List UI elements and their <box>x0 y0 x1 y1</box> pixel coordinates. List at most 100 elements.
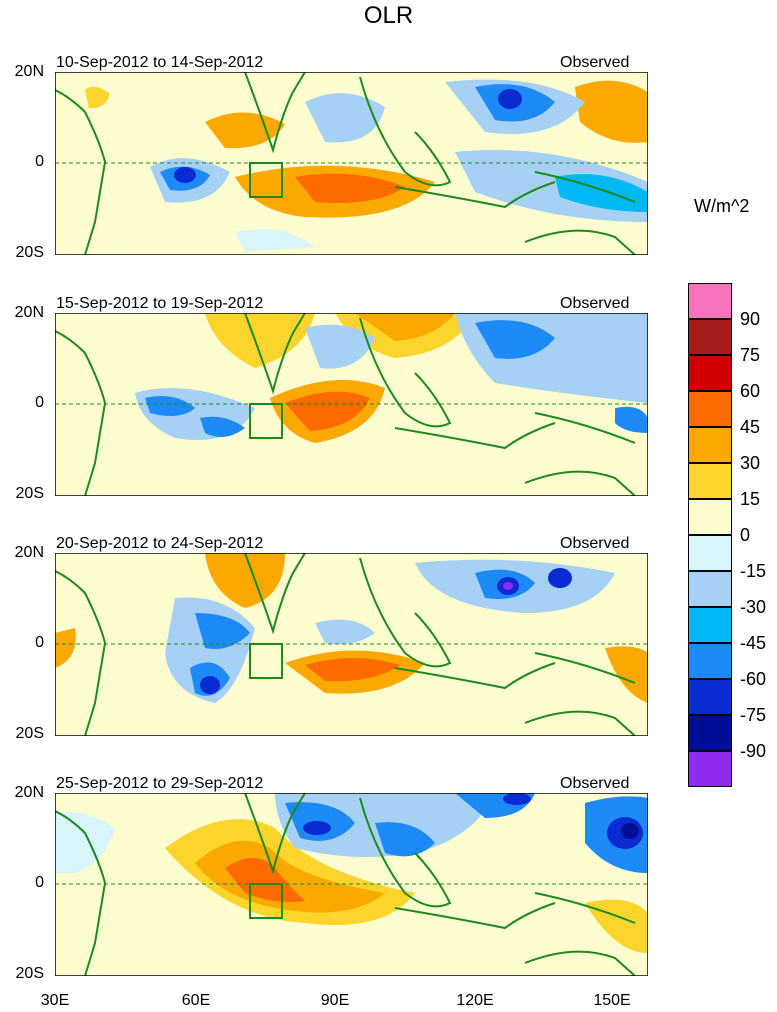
coastline <box>244 793 306 875</box>
panel-tag: Observed <box>560 295 630 312</box>
anomaly-region <box>305 93 385 143</box>
coastline <box>55 570 107 736</box>
lat-label-eq: 0 <box>35 874 44 891</box>
colorbar-label: -90 <box>740 741 767 761</box>
panel-period: 15-Sep-2012 to 19-Sep-2012 <box>56 295 264 312</box>
anomaly-region <box>200 416 245 437</box>
colorbar-box <box>688 751 732 787</box>
anomaly-region <box>555 174 648 212</box>
colorbar-box <box>688 463 732 499</box>
colorbar-label: -60 <box>740 669 767 689</box>
colorbar-label: -15 <box>740 561 767 581</box>
anomaly-region <box>235 229 315 252</box>
coastline <box>524 229 636 255</box>
anomaly-region <box>605 646 648 703</box>
anomaly-region <box>355 313 455 341</box>
anomaly-region <box>55 812 115 873</box>
lon-label-60e: 60E <box>181 992 211 1009</box>
anomaly-region <box>145 395 195 417</box>
coastline <box>55 89 107 255</box>
lon-label-90e: 90E <box>320 992 350 1009</box>
anomaly-region <box>621 823 639 839</box>
lat-label-20n: 20N <box>14 544 44 561</box>
panel-tag: Observed <box>560 535 630 552</box>
figure-title: OLR <box>363 2 414 29</box>
colorbar-label: 30 <box>740 453 761 473</box>
lat-label-20n: 20N <box>14 304 44 321</box>
anomaly-region <box>174 167 196 183</box>
coastline <box>244 553 306 635</box>
anomaly-region <box>305 658 400 682</box>
coastline <box>359 557 452 668</box>
lat-label-20s: 20S <box>15 485 44 502</box>
coastline <box>534 652 636 684</box>
anomaly-region <box>205 553 285 608</box>
colorbar-box <box>688 679 732 715</box>
colorbar-box <box>688 571 732 607</box>
lon-label-120e: 120E <box>456 992 494 1009</box>
anomaly-region <box>55 628 76 668</box>
colorbar-label: -30 <box>740 597 767 617</box>
colorbar-label: 0 <box>740 525 751 545</box>
colorbar-box <box>688 607 732 643</box>
anomaly-region <box>225 858 305 902</box>
panel-tag: Observed <box>560 775 630 792</box>
anomaly-region <box>303 821 331 835</box>
anomaly-region <box>503 582 513 590</box>
coastline <box>524 950 636 976</box>
lat-label-eq: 0 <box>35 394 44 411</box>
lat-label-20s: 20S <box>15 965 44 982</box>
panel-period: 10-Sep-2012 to 14-Sep-2012 <box>56 54 264 71</box>
coastline <box>524 470 636 496</box>
anomaly-region <box>498 89 522 109</box>
colorbar-box <box>688 499 732 535</box>
anomaly-region <box>195 840 385 913</box>
anomaly-region <box>285 391 370 431</box>
colorbar-units: W/m^2 <box>694 196 750 216</box>
coastline <box>55 330 107 496</box>
colorbar-label: 45 <box>740 417 761 437</box>
coastline <box>359 797 452 908</box>
coastline <box>55 810 107 976</box>
colorbar-box <box>688 355 732 391</box>
panel-period: 25-Sep-2012 to 29-Sep-2012 <box>56 775 264 792</box>
colorbar-box <box>688 643 732 679</box>
lat-label-20n: 20N <box>14 784 44 801</box>
anomaly-region <box>315 619 375 645</box>
coastline <box>244 72 306 154</box>
colorbar-label: 75 <box>740 345 761 365</box>
coastline <box>244 313 306 395</box>
colorbar-label: -75 <box>740 705 767 725</box>
region-box <box>249 162 283 198</box>
lon-label-150e: 150E <box>593 992 631 1009</box>
colorbar-box <box>688 535 732 571</box>
anomaly-region <box>375 822 435 857</box>
lat-label-20n: 20N <box>14 63 44 80</box>
panel-tag: Observed <box>560 54 630 71</box>
region-box <box>249 403 283 439</box>
colorbar-box <box>688 391 732 427</box>
colorbar-box <box>688 427 732 463</box>
coastline <box>394 662 556 690</box>
anomaly-region <box>615 406 648 433</box>
region-box <box>249 883 283 919</box>
coastline <box>534 412 636 444</box>
anomaly-region <box>305 324 375 369</box>
lat-label-eq: 0 <box>35 153 44 170</box>
anomaly-region <box>200 676 220 694</box>
coastline <box>394 902 556 930</box>
anomaly-region <box>548 568 572 588</box>
anomaly-region <box>195 613 250 649</box>
olr-map-1 <box>55 72 648 255</box>
lat-label-20s: 20S <box>15 725 44 742</box>
anomaly-region <box>585 899 648 953</box>
region-box <box>249 643 283 679</box>
colorbar-box <box>688 319 732 355</box>
anomaly-region <box>205 112 285 149</box>
colorbar-label: 15 <box>740 489 761 509</box>
anomaly-region <box>575 80 648 143</box>
anomaly-region <box>503 793 531 805</box>
colorbar-label: 60 <box>740 381 761 401</box>
colorbar-box <box>688 283 732 319</box>
lon-label-30e: 30E <box>40 992 70 1009</box>
